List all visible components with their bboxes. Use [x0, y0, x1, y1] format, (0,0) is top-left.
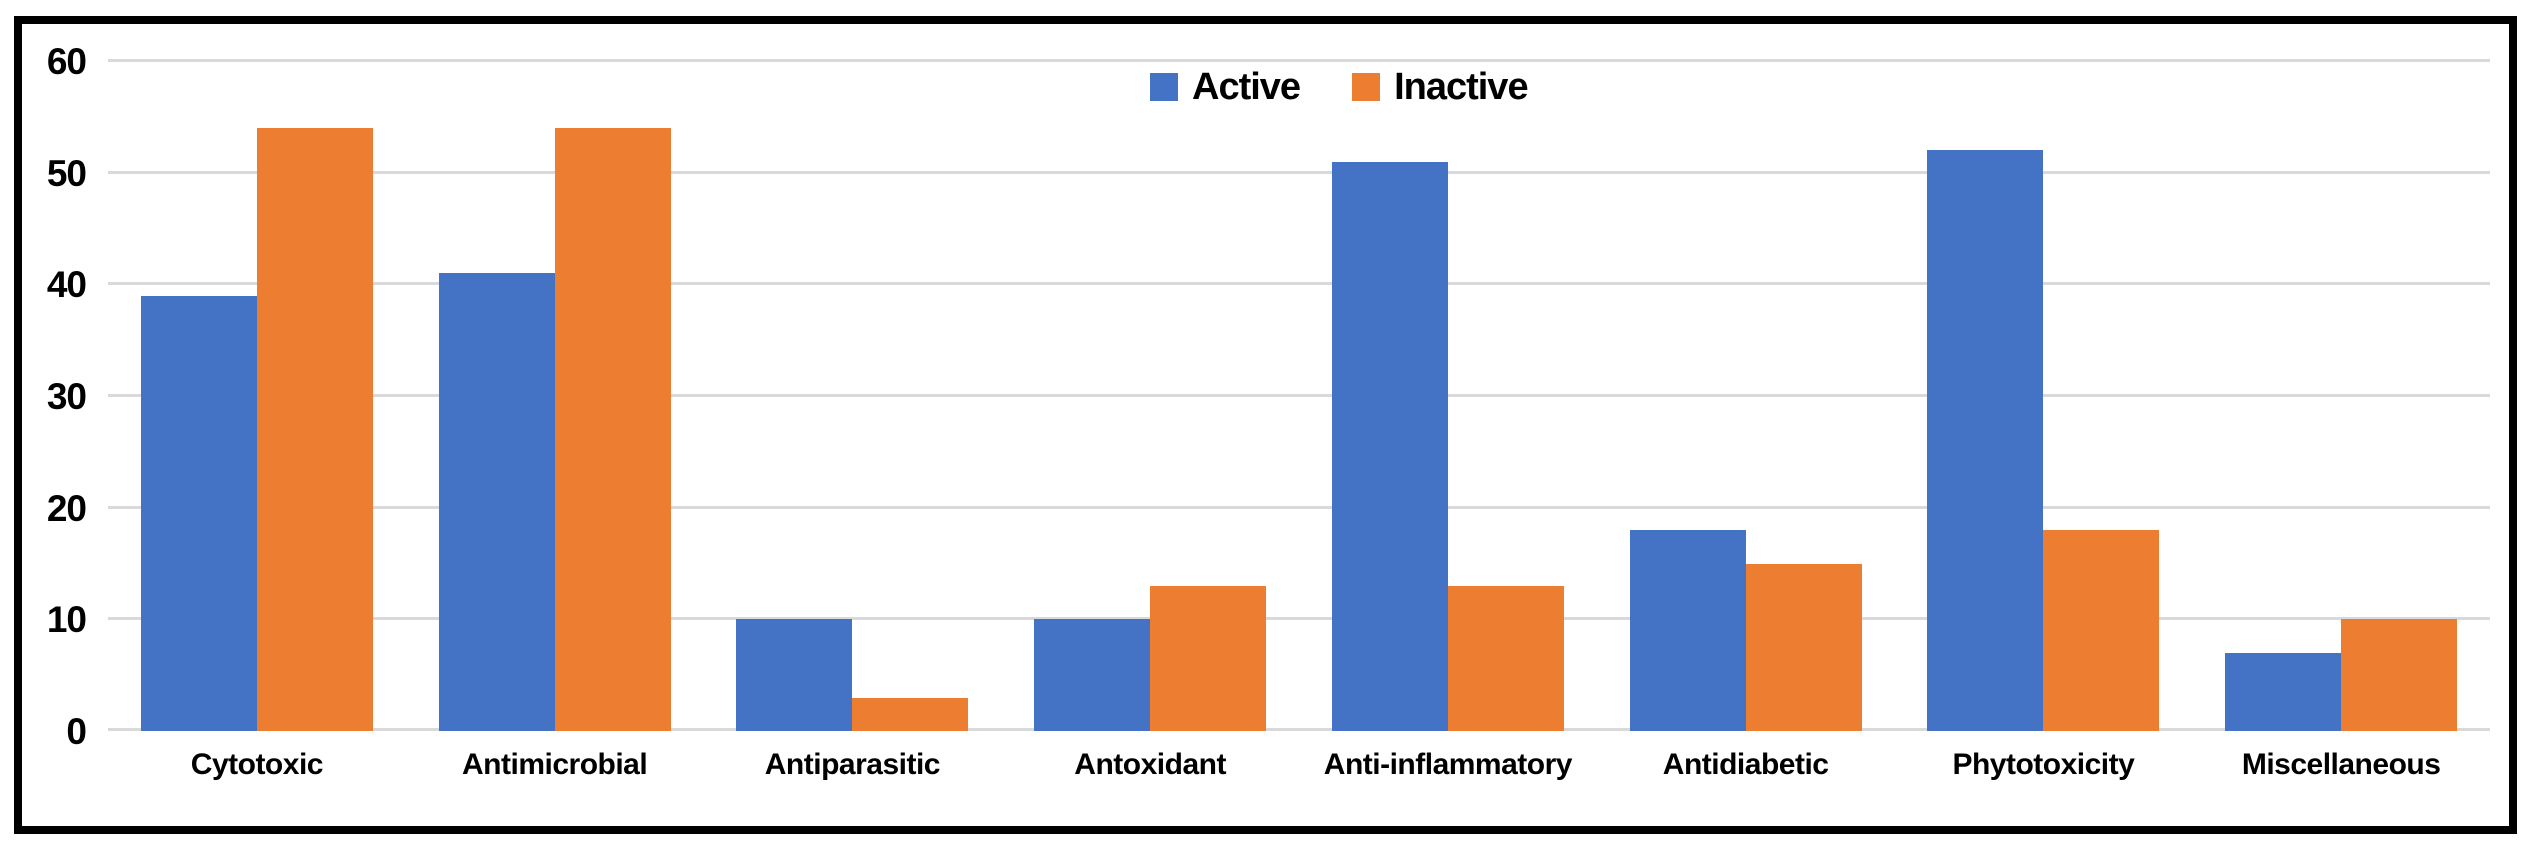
- bar-group-miscellaneous: [2192, 61, 2490, 731]
- bar-active: [2225, 652, 2342, 731]
- legend-swatch-inactive-icon: [1352, 73, 1381, 101]
- plot-area: [108, 59, 2490, 731]
- legend-label-active: Active: [1192, 66, 1301, 108]
- bar-active: [736, 619, 853, 731]
- bar-active: [140, 295, 257, 731]
- gridline-y30: [108, 394, 2490, 397]
- gridline-y50: [108, 170, 2490, 174]
- bar-inactive: [1745, 563, 1862, 731]
- y-axis-tick-label: 40: [46, 264, 87, 306]
- gridline-y10: [108, 617, 2490, 621]
- bar-inactive: [2043, 530, 2160, 731]
- bar-inactive: [554, 128, 671, 731]
- bar-inactive: [1150, 585, 1267, 731]
- x-axis-category-label: Miscellaneous: [2241, 748, 2441, 781]
- bar-group-antidiabetic: [1597, 61, 1895, 731]
- y-axis-tick-label: 60: [46, 41, 87, 82]
- gridline-y0: [108, 728, 2490, 731]
- bar-group-anti-inflammatory: [1299, 61, 1597, 731]
- bar-group-antiparasitic: [704, 61, 1002, 731]
- bar-inactive: [256, 128, 373, 731]
- legend-swatch-active-icon: [1150, 73, 1178, 101]
- bar-group-antoxidant: [1001, 61, 1299, 731]
- legend-item-active: Active: [1150, 66, 1301, 108]
- bar-inactive: [1447, 585, 1564, 731]
- y-axis-tick-label: 20: [46, 487, 87, 529]
- gridline-y40: [108, 282, 2490, 286]
- bar-active: [1629, 530, 1746, 731]
- bar-active: [1927, 150, 2044, 731]
- bar-group-cytotoxic: [108, 61, 406, 731]
- gridline-y20: [108, 505, 2490, 509]
- bar-active: [438, 273, 555, 731]
- x-axis-category-label: Anti-inflammatory: [1323, 748, 1573, 781]
- y-axis-tick-label: 0: [66, 711, 87, 752]
- y-axis-tick-label: 30: [46, 376, 87, 417]
- legend-item-inactive: Inactive: [1352, 66, 1529, 108]
- x-axis-category-label: Antidiabetic: [1662, 748, 1829, 781]
- y-axis-tick-label: 10: [46, 599, 87, 641]
- x-axis-category-label: Antiparasitic: [764, 748, 941, 781]
- x-axis-category-label: Phytotoxicity: [1952, 748, 2135, 781]
- bar-group-phytotoxicity: [1895, 61, 2193, 731]
- y-axis-tick-label: 50: [46, 152, 87, 194]
- bar-inactive: [852, 697, 969, 731]
- bar-inactive: [2341, 619, 2458, 731]
- legend: Active Inactive: [1150, 66, 1529, 108]
- bar-active: [1034, 619, 1151, 731]
- gridline-y60: [108, 59, 2490, 62]
- legend-label-inactive: Inactive: [1394, 66, 1529, 108]
- x-axis-category-label: Cytotoxic: [190, 748, 324, 781]
- x-axis-category-label: Antoxidant: [1074, 748, 1226, 781]
- x-axis-category-label: Antimicrobial: [462, 748, 648, 781]
- bar-group-antimicrobial: [406, 61, 704, 731]
- y-axis-tick-labels: 0 10 20 30 40 50 60: [26, 0, 87, 855]
- x-axis-category-labels: Cytotoxic Antimicrobial Antiparasitic Antox…: [108, 748, 2490, 798]
- bar-active: [1331, 161, 1448, 731]
